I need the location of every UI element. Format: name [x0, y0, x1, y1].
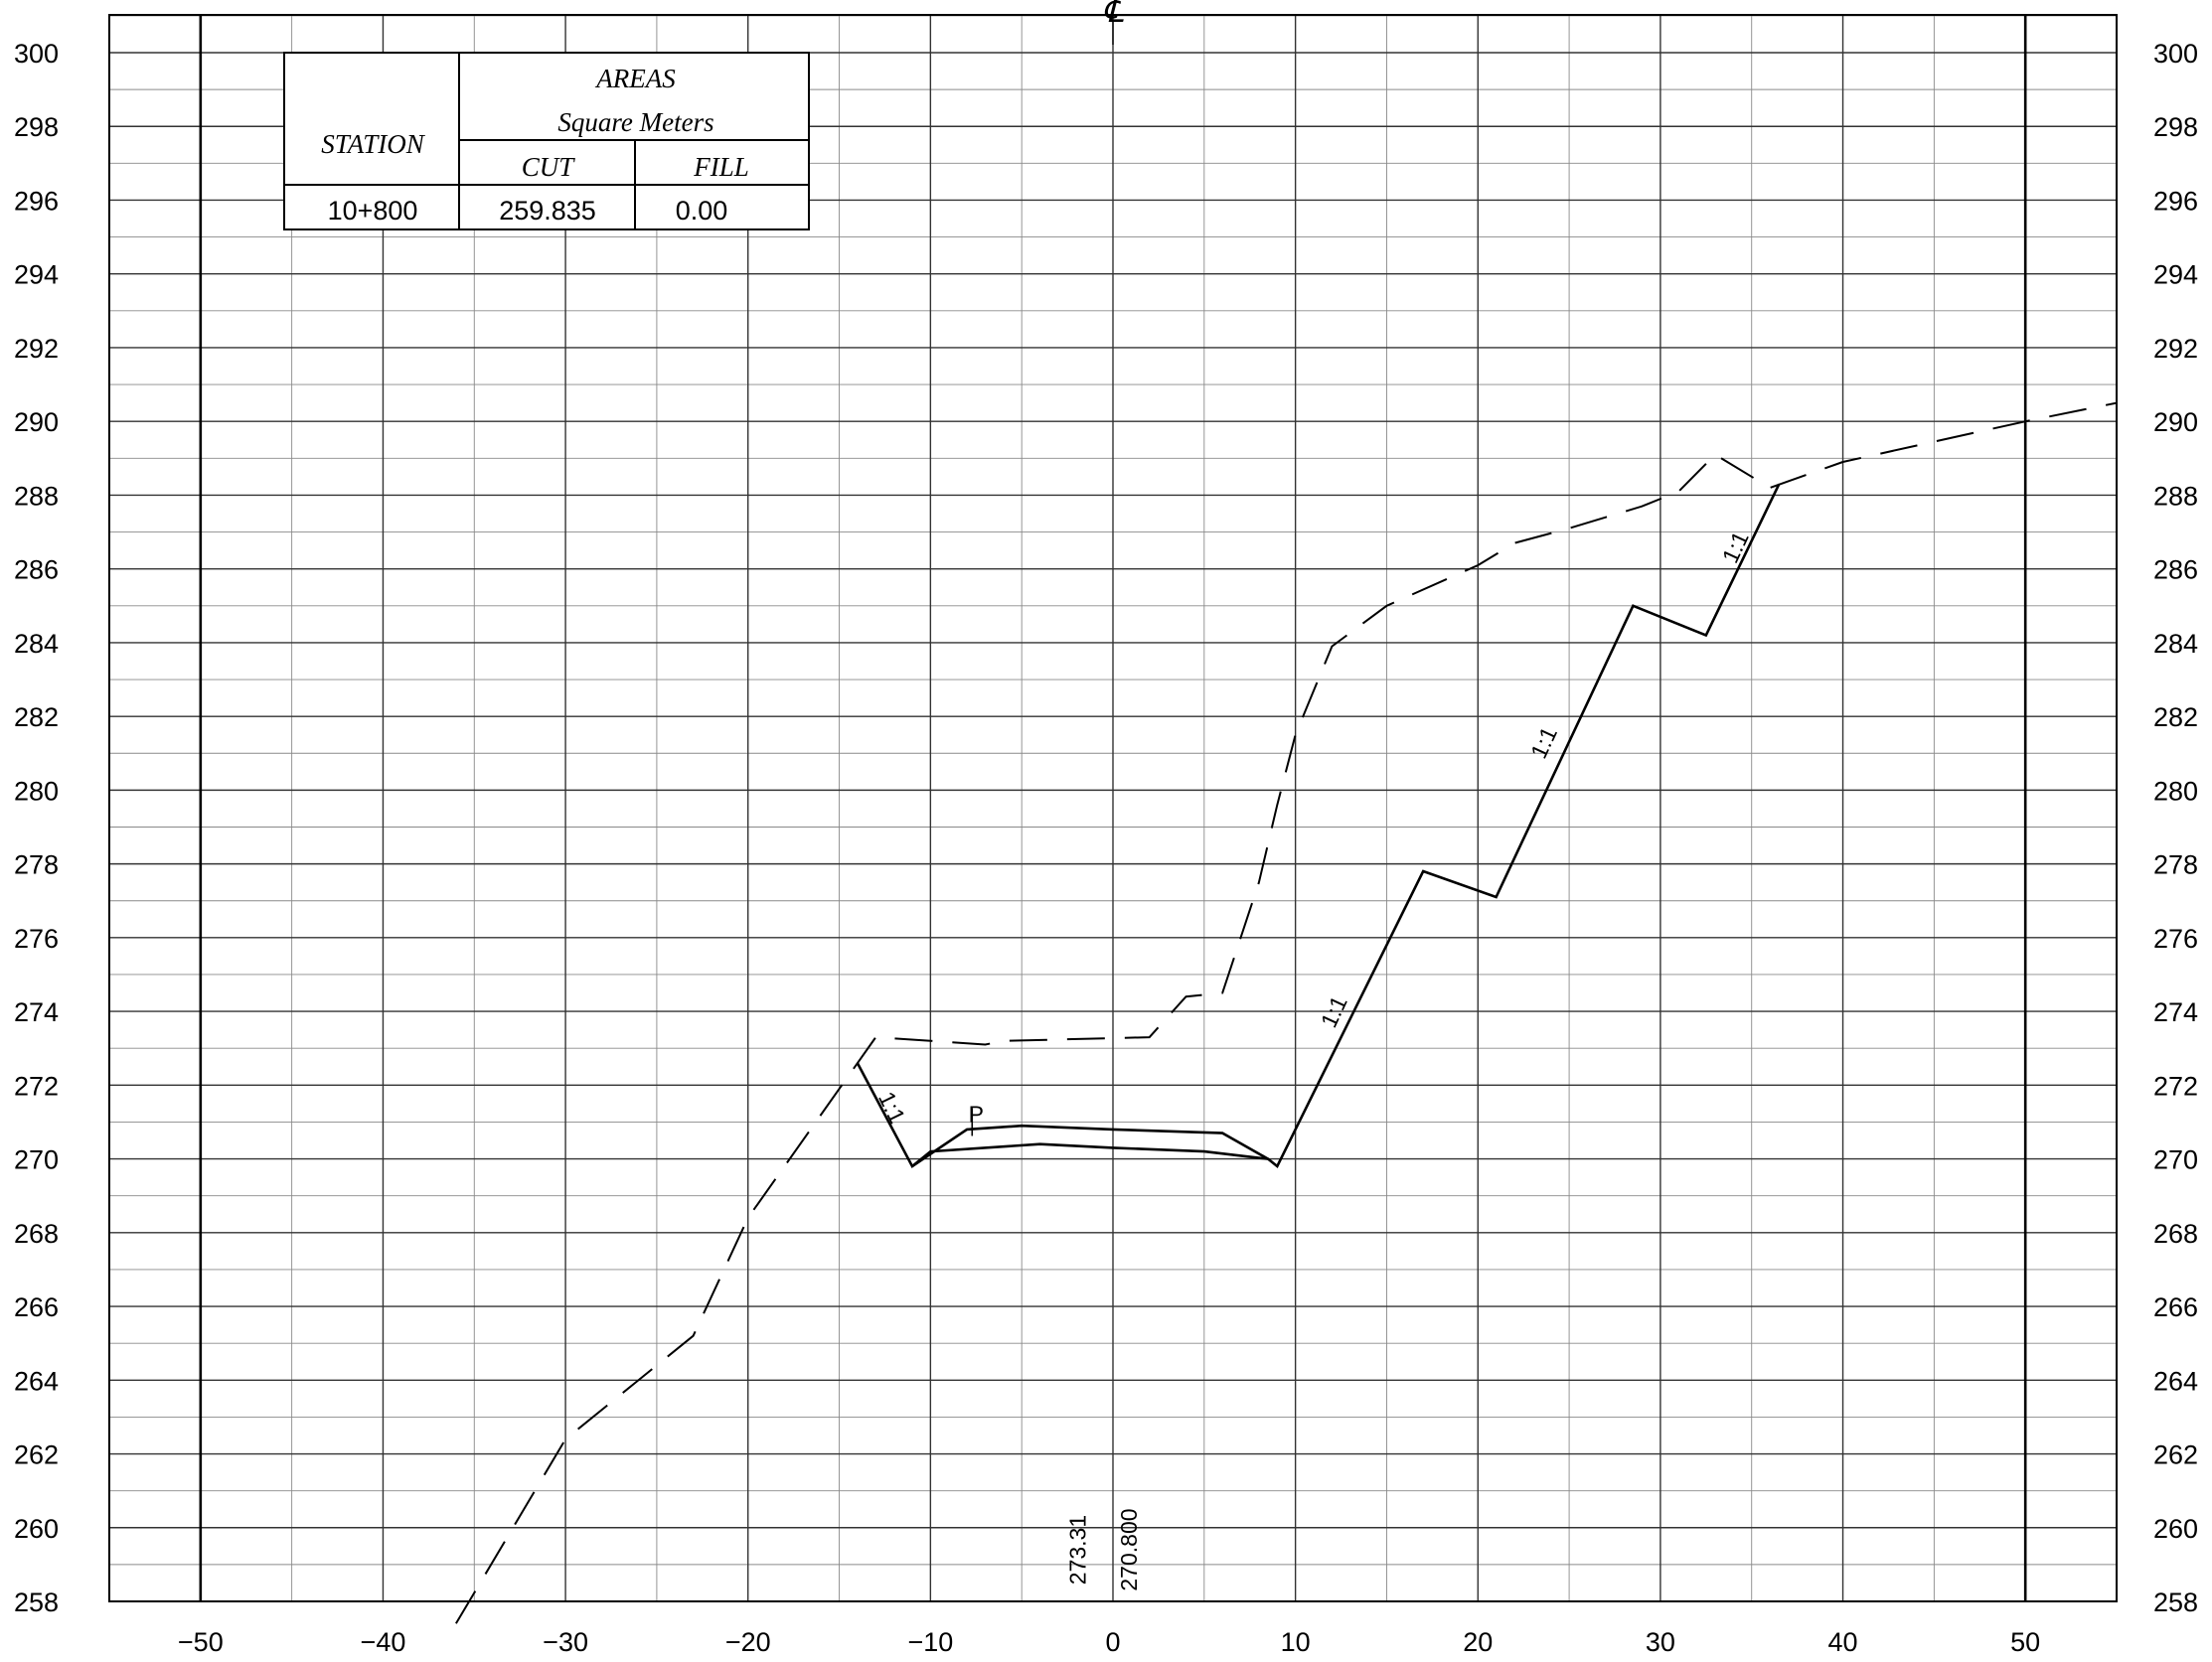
y-tick-label-left: 262 — [14, 1440, 59, 1470]
fill-value: 0.00 — [676, 196, 728, 226]
y-tick-label-right: 270 — [2153, 1145, 2198, 1175]
x-tick-label: −10 — [907, 1627, 953, 1657]
elevation-labels: 273.31 270.800 — [1064, 1508, 1141, 1590]
y-tick-label-right: 280 — [2153, 776, 2198, 806]
y-tick-label-left: 276 — [14, 924, 59, 954]
station-marker-p: P — [969, 1101, 984, 1127]
x-tick-label: 10 — [1281, 1627, 1311, 1657]
areas-units: Square Meters — [557, 107, 713, 137]
y-tick-label-right: 298 — [2153, 112, 2198, 142]
elevation-label: 273.31 — [1064, 1515, 1090, 1585]
x-tick-label: 40 — [1828, 1627, 1858, 1657]
y-tick-label-right: 300 — [2153, 39, 2198, 69]
areas-table: AREAS Square Meters STATION CUT FILL 10+… — [283, 52, 810, 230]
y-axis-left: 258 260 262 264 266 268 270 272 274 276 278 280 282 2… — [14, 39, 59, 1617]
y-tick-label-right: 296 — [2153, 186, 2198, 216]
y-axis-right: 258 260 262 264 266 268 270 272 274 276 278 280 282 2… — [2153, 39, 2198, 1617]
y-tick-label-left: 296 — [14, 186, 59, 216]
y-tick-label-left: 288 — [14, 481, 59, 511]
y-tick-label-right: 282 — [2153, 702, 2198, 732]
x-tick-label: 20 — [1463, 1627, 1493, 1657]
y-tick-label-left: 264 — [14, 1366, 59, 1396]
y-tick-label-left: 300 — [14, 39, 59, 69]
y-tick-label-right: 268 — [2153, 1219, 2198, 1249]
y-tick-label-left: 268 — [14, 1219, 59, 1249]
y-tick-label-left: 274 — [14, 997, 59, 1027]
x-tick-label: −20 — [725, 1627, 771, 1657]
y-tick-label-right: 288 — [2153, 481, 2198, 511]
y-tick-label-right: 290 — [2153, 407, 2198, 437]
y-tick-label-right: 274 — [2153, 997, 2198, 1027]
y-tick-label-left: 298 — [14, 112, 59, 142]
x-tick-label: −50 — [178, 1627, 224, 1657]
centerline-symbol: ℄ — [1103, 0, 1125, 29]
y-tick-label-right: 258 — [2153, 1587, 2198, 1617]
y-tick-label-left: 260 — [14, 1514, 59, 1544]
y-tick-label-left: 270 — [14, 1145, 59, 1175]
y-tick-label-right: 278 — [2153, 850, 2198, 880]
areas-title: AREAS — [594, 64, 676, 93]
x-tick-label: 0 — [1105, 1627, 1120, 1657]
y-tick-label-right: 272 — [2153, 1071, 2198, 1101]
elevation-label: 270.800 — [1116, 1508, 1142, 1590]
x-tick-label: −40 — [361, 1627, 406, 1657]
y-tick-label-left: 292 — [14, 334, 59, 364]
y-tick-label-left: 280 — [14, 776, 59, 806]
y-tick-label-left: 282 — [14, 702, 59, 732]
y-tick-label-left: 272 — [14, 1071, 59, 1101]
station-header: STATION — [321, 129, 426, 159]
major-grid — [109, 15, 2117, 1602]
y-tick-label-right: 260 — [2153, 1514, 2198, 1544]
station-value: 10+800 — [328, 196, 418, 226]
y-tick-label-right: 266 — [2153, 1292, 2198, 1322]
x-tick-label: 30 — [1646, 1627, 1675, 1657]
y-tick-label-right: 276 — [2153, 924, 2198, 954]
pavement-top-line — [911, 1124, 1269, 1168]
y-tick-label-left: 286 — [14, 555, 59, 585]
x-tick-label: −30 — [543, 1627, 588, 1657]
y-tick-label-right: 294 — [2153, 260, 2198, 290]
y-tick-label-left: 290 — [14, 407, 59, 437]
y-tick-label-right: 292 — [2153, 334, 2198, 364]
fill-header: FILL — [693, 152, 749, 182]
y-tick-label-right: 262 — [2153, 1440, 2198, 1470]
y-tick-label-right: 264 — [2153, 1366, 2198, 1396]
x-axis-bottom: −50 −40 −30 −20 −10 0 10 20 30 40 50 — [178, 1627, 2040, 1657]
y-tick-label-left: 284 — [14, 629, 59, 659]
y-tick-label-left: 266 — [14, 1292, 59, 1322]
x-tick-label: 50 — [2010, 1627, 2040, 1657]
y-tick-label-left: 278 — [14, 850, 59, 880]
y-tick-label-right: 286 — [2153, 555, 2198, 585]
y-tick-label-right: 284 — [2153, 629, 2198, 659]
centerline-marker: ℄ — [1103, 0, 1125, 45]
y-tick-label-left: 258 — [14, 1587, 59, 1617]
cut-value: 259.835 — [499, 196, 596, 226]
plot-frame — [108, 14, 2118, 1602]
y-tick-label-left: 294 — [14, 260, 59, 290]
cut-header: CUT — [522, 152, 576, 182]
